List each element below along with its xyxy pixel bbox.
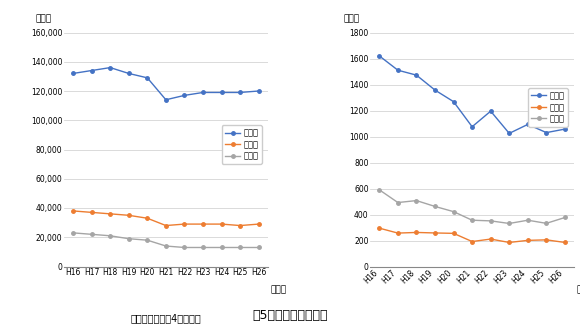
- 製造業: [125, 213, 132, 217]
- 建設業: [200, 246, 206, 250]
- 全産業: [561, 127, 568, 131]
- 建設業: [255, 246, 262, 250]
- 製造業: [218, 222, 225, 226]
- 建設業: [524, 218, 531, 222]
- Line: 製造業: 製造業: [71, 209, 260, 227]
- 建設業: [88, 232, 95, 236]
- 全産業: [162, 98, 169, 102]
- 建設業: [506, 222, 513, 226]
- Text: （人）: （人）: [35, 14, 52, 23]
- 全産業: [144, 76, 151, 80]
- 製造業: [487, 237, 494, 241]
- 建設業: [162, 244, 169, 248]
- 製造業: [394, 231, 401, 235]
- 建設業: [432, 204, 438, 208]
- 製造業: [162, 224, 169, 228]
- 建設業: [144, 238, 151, 242]
- 全産業: [450, 100, 457, 104]
- 建設業: [376, 188, 383, 192]
- Text: 図5　労働災害の状況: 図5 労働災害の状況: [252, 309, 328, 322]
- 全産業: [88, 69, 95, 72]
- 全産業: [506, 131, 513, 135]
- 製造業: [144, 216, 151, 220]
- 建設業: [125, 237, 132, 240]
- 全産業: [70, 72, 77, 75]
- Text: （人）: （人）: [343, 14, 360, 23]
- Line: 建設業: 建設業: [71, 231, 260, 249]
- 建設業: [218, 246, 225, 250]
- 全産業: [237, 90, 244, 94]
- 全産業: [394, 68, 401, 72]
- 製造業: [524, 239, 531, 242]
- Legend: 全産業, 製造業, 建設業: 全産業, 製造業, 建設業: [222, 125, 262, 164]
- 建設業: [413, 199, 420, 202]
- Line: 全産業: 全産業: [378, 54, 567, 135]
- 製造業: [543, 238, 550, 242]
- 建設業: [70, 231, 77, 235]
- 製造業: [413, 230, 420, 234]
- 全産業: [181, 94, 188, 98]
- 建設業: [394, 201, 401, 204]
- 製造業: [376, 226, 383, 230]
- 建設業: [181, 246, 188, 250]
- 製造業: [432, 231, 438, 235]
- 全産業: [125, 72, 132, 75]
- 製造業: [561, 240, 568, 244]
- 製造業: [506, 240, 513, 244]
- 建設業: [487, 219, 494, 223]
- 製造業: [70, 209, 77, 213]
- Line: 建設業: 建設業: [378, 188, 567, 225]
- 建設業: [107, 234, 114, 238]
- 製造業: [107, 212, 114, 216]
- 全産業: [218, 90, 225, 94]
- Line: 製造業: 製造業: [378, 227, 567, 244]
- 製造業: [200, 222, 206, 226]
- Text: （年）: （年）: [270, 285, 286, 294]
- 全産業: [255, 89, 262, 93]
- Text: 死傷者数（休業4日以上）: 死傷者数（休業4日以上）: [130, 313, 201, 323]
- 製造業: [237, 224, 244, 228]
- 全産業: [487, 109, 494, 113]
- Text: （年）: （年）: [577, 285, 580, 294]
- 全産業: [376, 54, 383, 58]
- 建設業: [237, 246, 244, 250]
- 全産業: [432, 88, 438, 92]
- Line: 全産業: 全産業: [71, 66, 260, 101]
- Legend: 全産業, 製造業, 建設業: 全産業, 製造業, 建設業: [528, 88, 568, 127]
- 建設業: [469, 218, 476, 222]
- 全産業: [543, 131, 550, 135]
- 製造業: [88, 211, 95, 214]
- 製造業: [469, 240, 476, 243]
- 建設業: [543, 221, 550, 225]
- 製造業: [255, 222, 262, 226]
- 製造業: [450, 231, 457, 235]
- 全産業: [469, 125, 476, 129]
- 全産業: [107, 66, 114, 70]
- 全産業: [200, 90, 206, 94]
- 全産業: [413, 73, 420, 77]
- 建設業: [450, 210, 457, 214]
- 建設業: [561, 215, 568, 219]
- 全産業: [524, 123, 531, 126]
- 製造業: [181, 222, 188, 226]
